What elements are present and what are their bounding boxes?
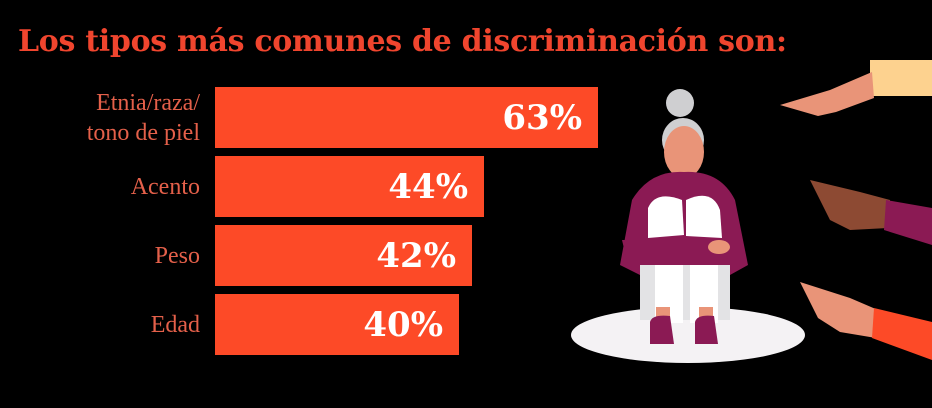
chart-title: Los tipos más comunes de discriminación … bbox=[18, 24, 787, 59]
bar-label-ethnicity: Etnia/raza/ tono de piel bbox=[87, 88, 200, 148]
label-line: Etnia/raza/ bbox=[96, 90, 200, 116]
hair-bun bbox=[666, 89, 694, 117]
spotlight-ellipse bbox=[571, 307, 805, 363]
bar-label-accent: Acento bbox=[130, 174, 200, 200]
pointing-hand-middle bbox=[810, 180, 932, 245]
face bbox=[664, 126, 704, 178]
bar-weight: 42% bbox=[215, 225, 472, 286]
bar-age: 40% bbox=[215, 294, 459, 355]
pointing-hand-bottom bbox=[800, 282, 932, 360]
bar-label-age: Edad bbox=[150, 312, 200, 338]
label-line: tono de piel bbox=[86, 120, 200, 146]
bar-value: 42% bbox=[376, 235, 456, 276]
bar-value: 63% bbox=[502, 97, 582, 138]
bar-value: 40% bbox=[363, 304, 443, 345]
bar-ethnicity: 63% bbox=[215, 87, 598, 148]
bar-value: 44% bbox=[388, 166, 468, 207]
discrimination-illustration bbox=[571, 60, 932, 363]
bar-label-weight: Peso bbox=[154, 243, 200, 269]
pointing-hand-top bbox=[780, 60, 932, 116]
bar-accent: 44% bbox=[215, 156, 484, 217]
